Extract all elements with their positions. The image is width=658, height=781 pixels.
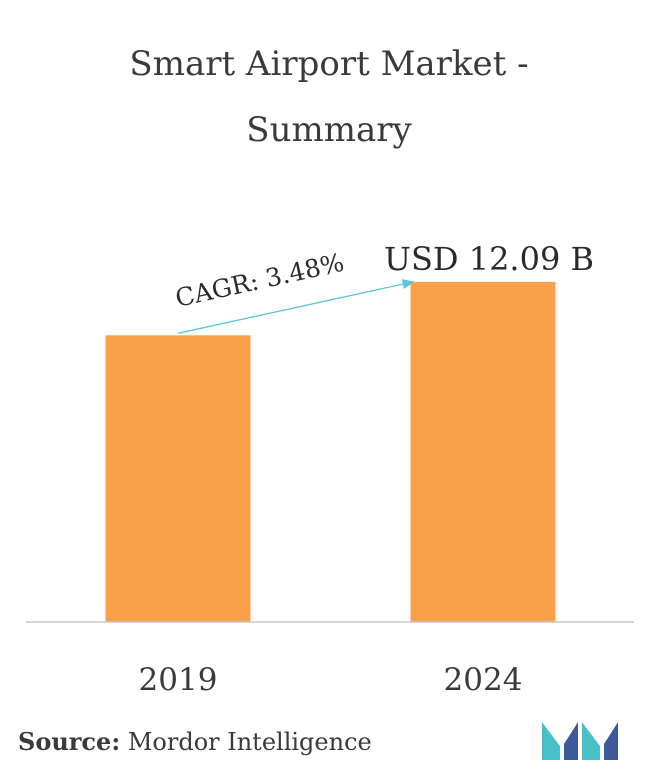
bar-2024	[410, 281, 556, 622]
source-label: Source:	[18, 727, 121, 756]
x-tick-label: 2024	[444, 662, 523, 698]
source-name: Mordor Intelligence	[127, 728, 372, 756]
mordor-logo-icon	[542, 722, 618, 760]
cagr-annotation: CAGR: 3.48%	[173, 248, 347, 313]
chart-subtitle: Summary	[246, 110, 412, 150]
data-label: USD 12.09 B	[384, 240, 594, 278]
chart-title: Smart Airport Market -	[129, 44, 529, 84]
source-line: Source: Mordor Intelligence	[18, 727, 372, 756]
x-tick-label: 2019	[139, 662, 218, 698]
cagr-arrow	[177, 279, 415, 334]
bar-2019	[105, 335, 251, 622]
